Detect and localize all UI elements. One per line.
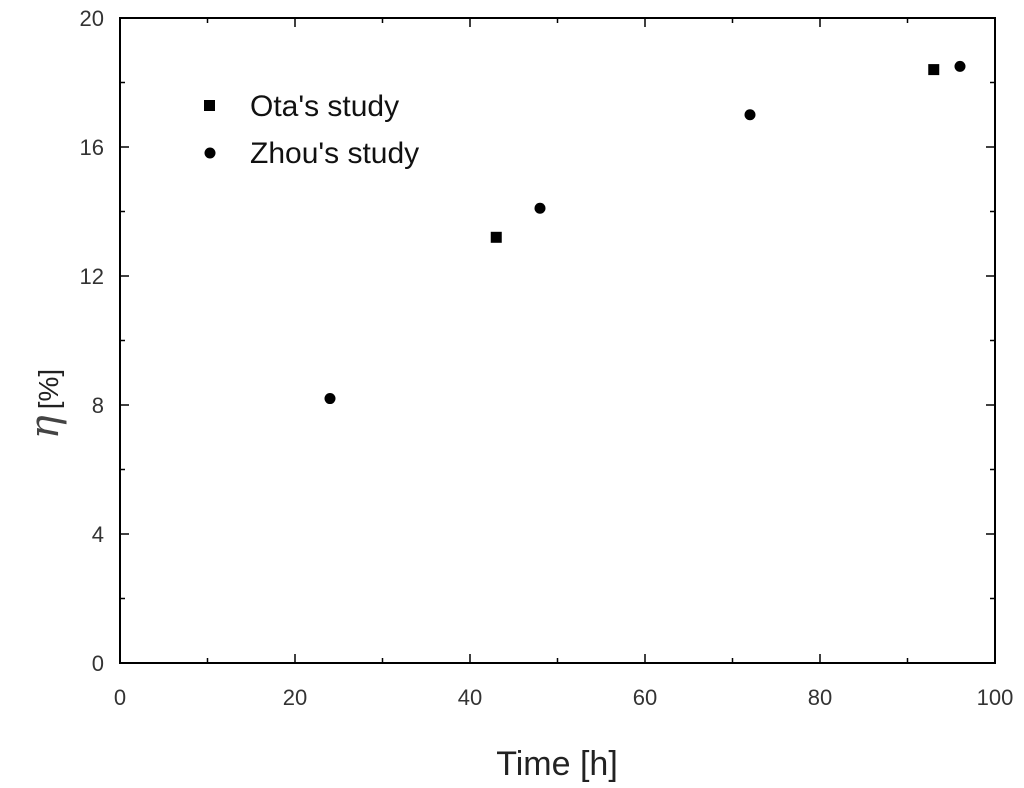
data-point-zhou (324, 393, 336, 405)
x-axis-title: Time [h] (496, 745, 618, 783)
legend: Ota's study Zhou's study (204, 90, 419, 170)
x-tick-label: 60 (633, 685, 657, 710)
axis-ticks (119, 17, 996, 664)
data-point-ota (490, 231, 502, 243)
y-tick-label: 0 (92, 651, 104, 676)
tick-labels: 0 20 40 60 80 100 0 4 8 12 16 20 (80, 6, 1014, 710)
y-tick-label: 16 (80, 135, 104, 160)
y-axis-symbol: η (22, 415, 68, 439)
data-point-zhou (534, 202, 546, 214)
svg-text:η[%]: η [%] (22, 369, 68, 439)
y-tick-label: 8 (92, 393, 104, 418)
y-axis-unit: [%] (33, 369, 64, 409)
data-points (324, 60, 966, 405)
legend-label-zhou: Zhou's study (250, 137, 419, 170)
y-tick-label: 20 (80, 6, 104, 31)
y-tick-label: 12 (80, 264, 104, 289)
data-point-ota (928, 64, 940, 76)
x-tick-label: 20 (283, 685, 307, 710)
legend-marker-zhou (204, 147, 216, 159)
data-point-zhou (954, 60, 966, 72)
x-tick-label: 80 (808, 685, 832, 710)
legend-marker-ota (204, 100, 215, 111)
y-axis-title: η [%] (22, 369, 68, 439)
legend-label-ota: Ota's study (250, 90, 399, 123)
y-tick-label: 4 (92, 522, 104, 547)
x-tick-label: 0 (114, 685, 126, 710)
data-point-zhou (744, 109, 756, 121)
x-tick-label: 100 (977, 685, 1014, 710)
x-tick-label: 40 (458, 685, 482, 710)
